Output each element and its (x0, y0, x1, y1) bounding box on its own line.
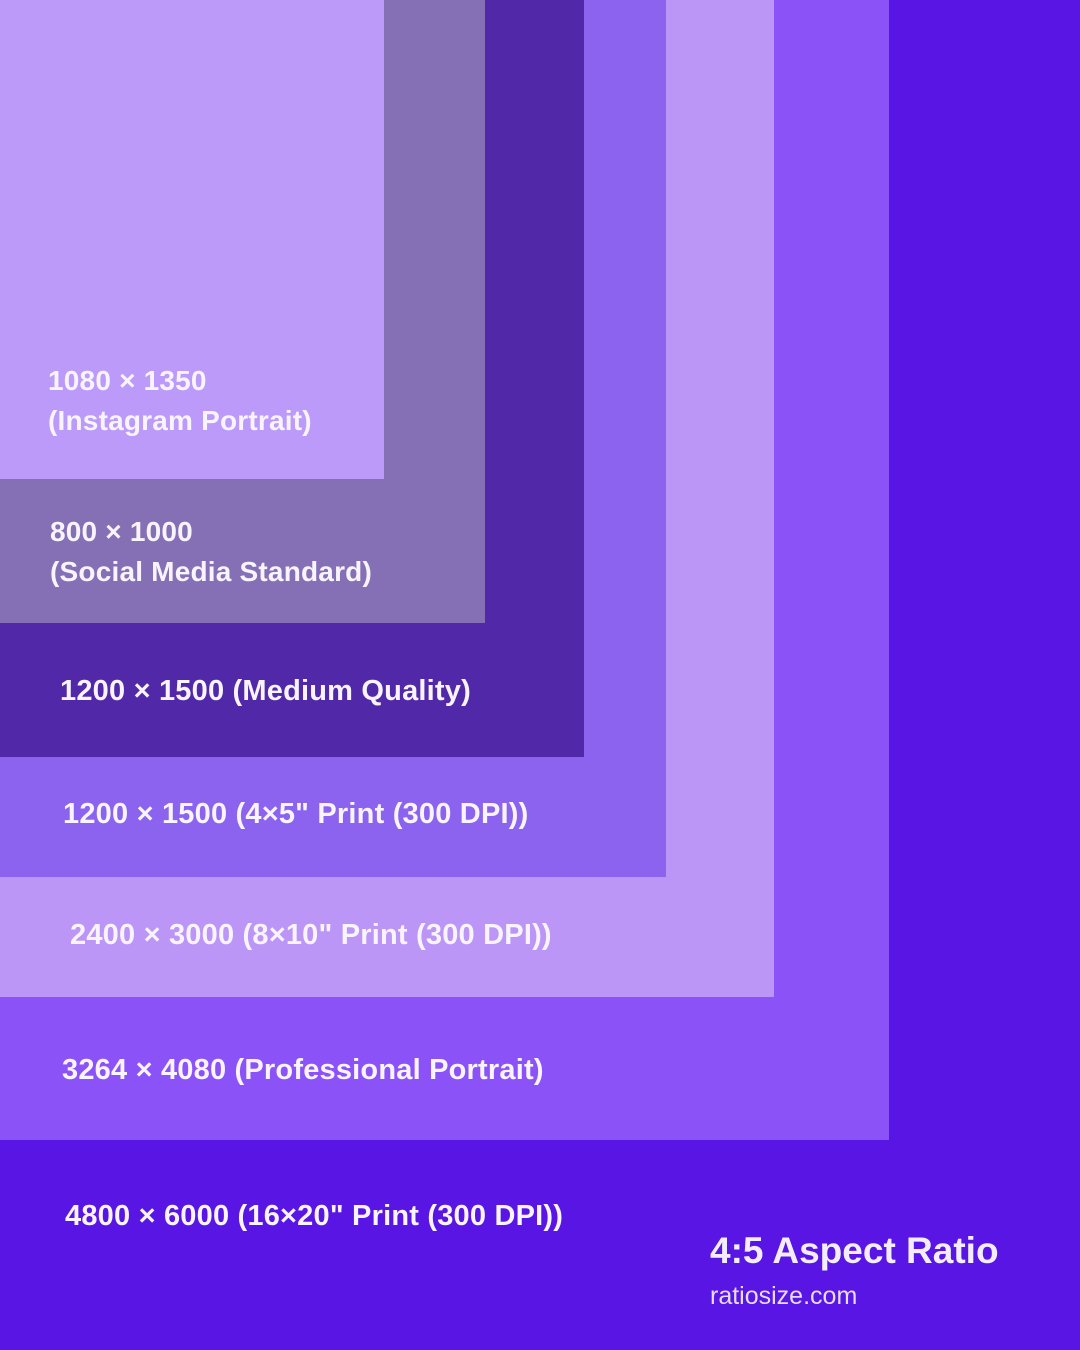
aspect-ratio-title: 4:5 Aspect Ratio (710, 1230, 999, 1271)
website-text: ratiosize.com (710, 1281, 858, 1310)
layer-label-print-16x20: 4800 × 6000 (16×20" Print (300 DPI)) (65, 1202, 563, 1231)
layer-label-text: (Instagram Portrait) (48, 405, 312, 436)
layer-label-instagram-portrait: 1080 × 1350 (Instagram Portrait) (48, 361, 312, 441)
layer-label-professional-portrait: 3264 × 4080 (Professional Portrait) (62, 1056, 544, 1085)
layer-label-print-8x10: 2400 × 3000 (8×10" Print (300 DPI)) (70, 921, 552, 950)
layer-label-text: 3264 × 4080 (Professional Portrait) (62, 1054, 544, 1086)
layer-label-medium-quality: 1200 × 1500 (Medium Quality) (60, 677, 471, 706)
layer-label-text: 1200 × 1500 (4×5" Print (300 DPI)) (63, 798, 529, 830)
layer-label-text: (Social Media Standard) (50, 556, 372, 587)
layer-label-text: 1080 × 1350 (48, 365, 207, 396)
layer-label-text: 2400 × 3000 (8×10" Print (300 DPI)) (70, 919, 552, 951)
layer-label-print-4x5: 1200 × 1500 (4×5" Print (300 DPI)) (63, 800, 528, 829)
layer-label-text: 1200 × 1500 (Medium Quality) (60, 675, 471, 707)
footer: 4:5 Aspect Ratio ratiosize.com (710, 1230, 999, 1311)
layer-label-text: 800 × 1000 (50, 516, 193, 547)
layer-label-social-media-standard: 800 × 1000 (Social Media Standard) (50, 512, 372, 592)
layer-label-text: 4800 × 6000 (16×20" Print (300 DPI)) (65, 1200, 564, 1232)
layer-instagram-portrait: 1080 × 1350 (Instagram Portrait) (0, 0, 384, 479)
